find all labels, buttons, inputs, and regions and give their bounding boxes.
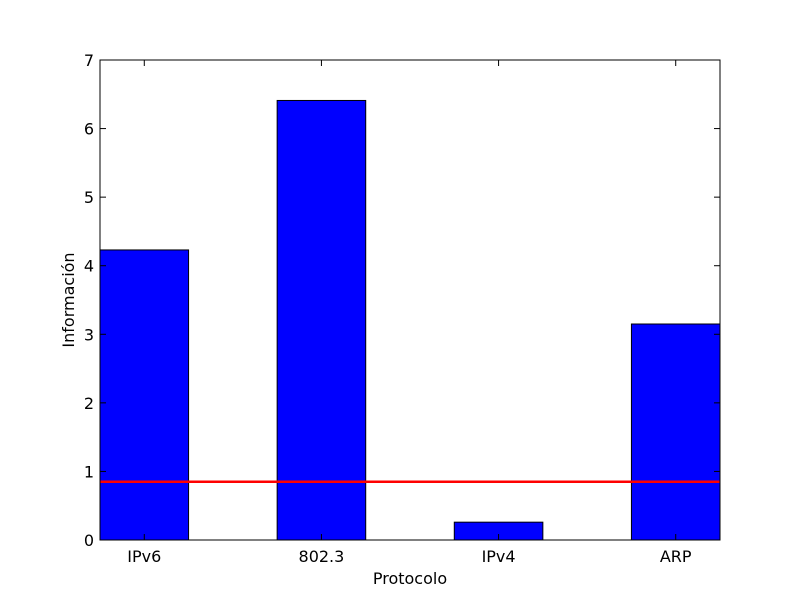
plot-frame	[99, 59, 721, 541]
x-tick-label: ARP	[660, 547, 692, 566]
y-axis-label: Información	[59, 252, 78, 347]
y-tick-label: 3	[84, 325, 94, 344]
ticks-layer: 0 1 2 3 4 5 6 7 IPv6 802.3 IPv4 ARP	[84, 51, 720, 566]
y-tick-label: 6	[84, 120, 94, 139]
y-tick-label: 2	[84, 394, 94, 413]
y-tick-label: 5	[84, 188, 94, 207]
y-tick-label: 0	[84, 531, 94, 550]
y-tick-label: 4	[84, 257, 94, 276]
x-axis-label: Protocolo	[373, 569, 447, 588]
x-tick-label: 802.3	[299, 547, 345, 566]
y-tick-label: 1	[84, 462, 94, 481]
x-tick-label: IPv4	[482, 547, 516, 566]
bar-arp	[630, 323, 721, 541]
bars-layer	[99, 99, 721, 541]
bar-802-3	[276, 99, 367, 541]
bar-ipv6	[99, 249, 190, 541]
x-tick-label: IPv6	[127, 547, 161, 566]
y-tick-label: 7	[84, 51, 94, 70]
